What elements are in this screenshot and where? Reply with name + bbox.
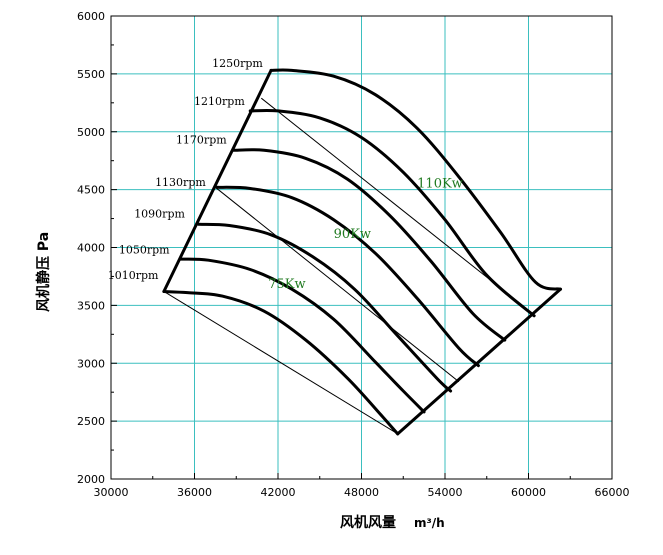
power-label-110Kw: 110Kw: [417, 176, 463, 191]
rpm-curve-layer: [162, 68, 563, 436]
y-tick-label: 4500: [77, 184, 105, 197]
y-tick-label: 2500: [77, 415, 105, 428]
x-tick-label: 42000: [261, 486, 296, 499]
x-tick-label: 66000: [595, 486, 630, 499]
x-axis-title: 风机风量: [340, 514, 396, 531]
rpm-curve-1130rpm: [215, 185, 480, 368]
rpm-label-1130rpm: 1130rpm: [155, 176, 206, 189]
x-tick-label: 30000: [94, 486, 129, 499]
rpm-curve-1250rpm: [269, 68, 562, 291]
y-tick-label: 2000: [77, 473, 105, 486]
rpm-curve-1050rpm: [179, 257, 426, 414]
grid-layer: [111, 16, 612, 479]
label-layer: 110Kw 90Kw 75Kw 1250rpm 1210rpm 1170rpm 1130rp…: [108, 57, 463, 292]
y-axis-title: 风机静压 Pa: [35, 232, 52, 312]
x-tick-label: 36000: [177, 486, 212, 499]
rpm-curve-1210rpm: [248, 108, 536, 318]
power-label-75Kw: 75Kw: [268, 277, 305, 292]
y-tick-label: 3500: [77, 299, 105, 312]
power-label-90Kw: 90Kw: [334, 227, 371, 242]
axis-layer: 30000 36000 42000 48000 54000 60000 66000 2000 2…: [77, 10, 630, 499]
x-tick-label: 60000: [511, 486, 546, 499]
y-tick-label: 5000: [77, 126, 105, 139]
y-tick-label: 6000: [77, 10, 105, 23]
power-line-75Kw: [163, 291, 398, 435]
power-line-90Kw: [215, 186, 460, 383]
rpm-label-1010rpm: 1010rpm: [108, 269, 159, 282]
rpm-curve-1010rpm: [162, 290, 400, 436]
rpm-label-1250rpm: 1250rpm: [212, 57, 263, 70]
surge-boundary-line: [162, 68, 273, 293]
rpm-label-1050rpm: 1050rpm: [119, 243, 170, 256]
x-axis-unit: m³/h: [414, 516, 445, 530]
y-tick-label: 4000: [77, 242, 105, 255]
max-flow-boundary-line: [396, 287, 563, 436]
x-tick-label: 48000: [344, 486, 379, 499]
y-tick-label: 3000: [77, 357, 105, 370]
rpm-label-1090rpm: 1090rpm: [134, 207, 185, 220]
y-tick-label: 5500: [77, 68, 105, 81]
rpm-curve-1090rpm: [197, 222, 453, 393]
rpm-curve-1170rpm: [232, 148, 507, 342]
rpm-label-1210rpm: 1210rpm: [194, 95, 245, 108]
x-tick-label: 54000: [428, 486, 463, 499]
rpm-label-1170rpm: 1170rpm: [176, 133, 227, 146]
